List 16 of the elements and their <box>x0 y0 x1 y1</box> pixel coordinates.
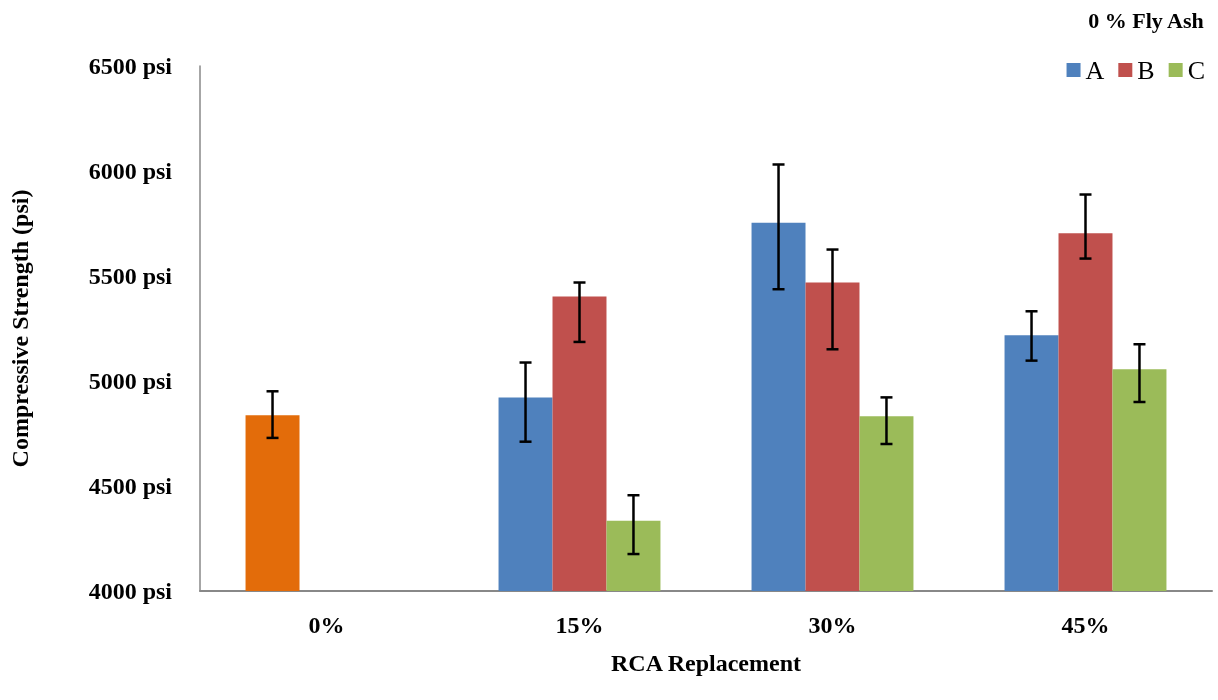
legend-title: 0 % Fly Ash <box>1088 7 1204 33</box>
legend-label: A <box>1085 55 1105 85</box>
x-tick-label: 15% <box>555 612 604 638</box>
x-tick-label: 0% <box>308 612 345 638</box>
legend-label: B <box>1137 55 1155 85</box>
x-tick-label: 30% <box>808 612 857 638</box>
y-tick-label: 4500 psi <box>88 473 173 499</box>
legend-label: C <box>1187 55 1205 85</box>
y-axis-title: Compressive Strength (psi) <box>7 189 33 468</box>
x-axis-title: RCA Replacement <box>611 650 801 676</box>
y-tick-label: 5500 psi <box>88 263 173 289</box>
x-tick-label: 45% <box>1061 612 1110 638</box>
y-tick-label: 4000 psi <box>88 578 173 604</box>
y-tick-label: 5000 psi <box>88 368 173 394</box>
y-tick-label: 6000 psi <box>88 158 173 184</box>
y-tick-label: 6500 psi <box>88 53 173 79</box>
